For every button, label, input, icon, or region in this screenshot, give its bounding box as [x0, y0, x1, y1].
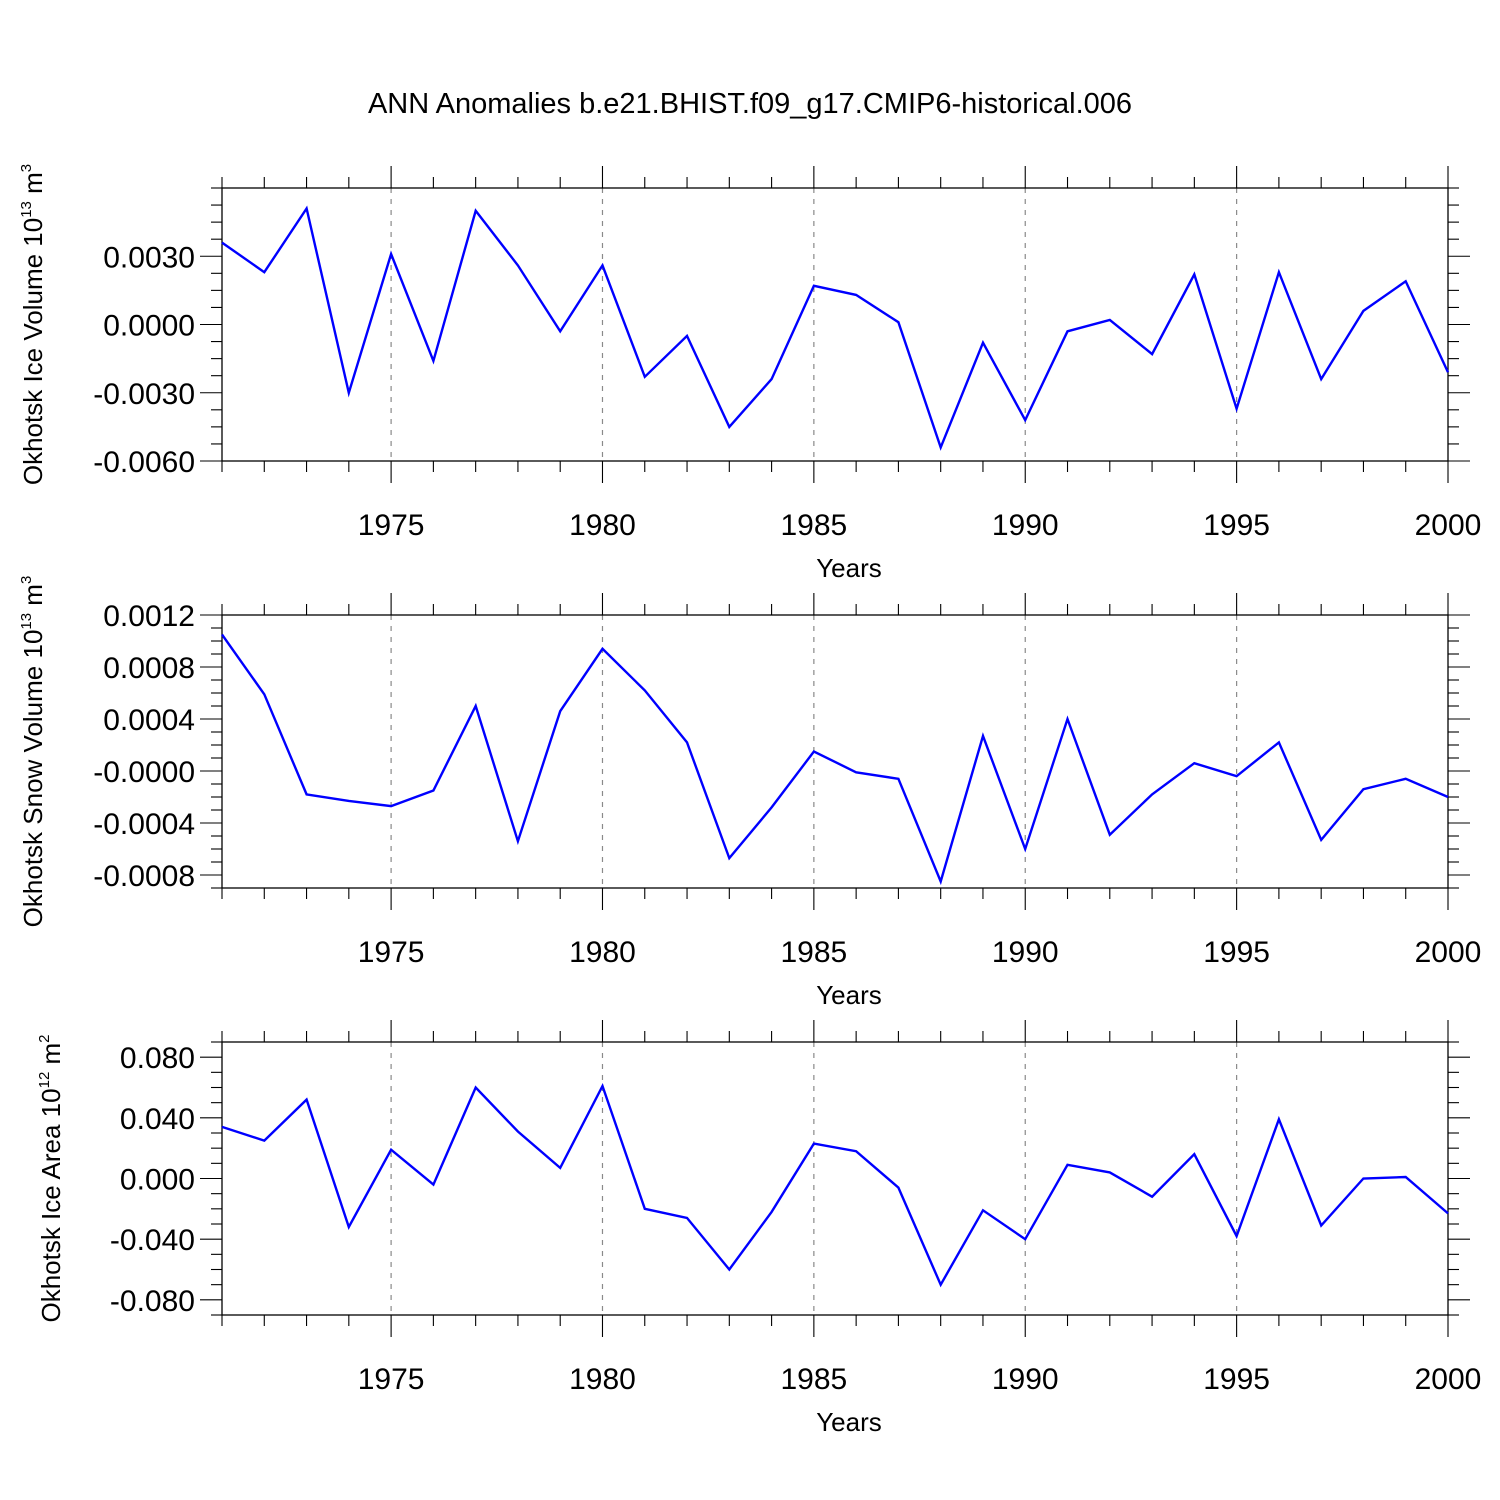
- plot-frame: [221, 187, 1449, 462]
- y-axis-label-unit-exponent: 3: [18, 164, 35, 172]
- y-tick-label: -0.0060: [93, 446, 195, 479]
- y-tick-label: -0.0030: [93, 378, 195, 411]
- y-axis-label-unit-exponent: 2: [36, 1034, 53, 1042]
- plot-frame: [221, 1041, 1449, 1316]
- y-tick-label: -0.080: [110, 1285, 195, 1318]
- x-tick-label: 1975: [358, 509, 425, 542]
- series-line: [221, 1082, 1449, 1288]
- y-tick-label: 0.0012: [103, 600, 195, 633]
- y-tick-label: -0.0000: [93, 756, 195, 789]
- y-axis-label: Okhotsk Ice Area 1012 m2: [36, 1034, 66, 1322]
- series-line: [221, 205, 1450, 451]
- x-tick-label: 1980: [569, 1363, 636, 1396]
- y-axis-label-unit: m: [18, 584, 48, 613]
- y-tick-label: 0.080: [120, 1042, 195, 1075]
- y-axis-label-exponent: 12: [36, 1072, 53, 1089]
- x-tick-label: 1975: [358, 936, 425, 969]
- panels-group: 1975 1980 1985 1990 1995 2000 Years -0.0060 -0.0…: [18, 164, 1481, 1437]
- y-tick-label: 0.0004: [103, 704, 195, 737]
- x-tick-label: 2000: [1415, 936, 1482, 969]
- y-tick-label: -0.0008: [93, 860, 195, 893]
- y-tick-label: 0.0030: [103, 241, 195, 274]
- y-axis-label-unit: m: [36, 1043, 66, 1072]
- x-tick-label: 1980: [569, 936, 636, 969]
- panel-3: 1975 1980 1985 1990 1995 2000 Years -0.080 -0.04…: [36, 1020, 1481, 1437]
- y-tick-label: 0.040: [120, 1103, 195, 1136]
- x-tick-label: 1995: [1203, 936, 1270, 969]
- plot-frame: [221, 614, 1449, 889]
- y-tick-label: 0.0000: [103, 310, 195, 343]
- y-axis-label-text: Okhotsk Snow Volume 10: [18, 630, 48, 928]
- x-tick-label: 1990: [992, 509, 1059, 542]
- panel-1: 1975 1980 1985 1990 1995 2000 Years -0.0060 -0.0…: [18, 164, 1481, 583]
- y-axis-label-exponent: 13: [18, 201, 35, 218]
- x-tick-label: 1985: [780, 1363, 847, 1396]
- y-tick-label: 0.000: [120, 1164, 195, 1197]
- x-tick-label: 1990: [992, 1363, 1059, 1396]
- x-tick-label: 1985: [780, 509, 847, 542]
- figure-title: ANN Anomalies b.e21.BHIST.f09_g17.CMIP6-…: [368, 88, 1132, 120]
- x-tick-label: 1995: [1203, 509, 1270, 542]
- x-tick-label: 1975: [358, 1363, 425, 1396]
- x-axis-label: Years: [816, 980, 882, 1010]
- panel-2: 1975 1980 1985 1990 1995 2000 Years -0.0008 -0.0…: [18, 576, 1481, 1010]
- y-tick-label: 0.0008: [103, 652, 195, 685]
- x-tick-label: 2000: [1415, 1363, 1482, 1396]
- x-tick-label: 1980: [569, 509, 636, 542]
- x-axis-label: Years: [816, 1407, 882, 1437]
- y-axis-label-exponent: 13: [18, 613, 35, 630]
- x-tick-label: 1995: [1203, 1363, 1270, 1396]
- y-axis-label-text: Okhotsk Ice Area 10: [36, 1088, 66, 1322]
- x-tick-label: 2000: [1415, 509, 1482, 542]
- x-tick-label: 1990: [992, 936, 1059, 969]
- x-axis-label: Years: [816, 553, 882, 583]
- series-line: [221, 633, 1449, 886]
- y-axis-label: Okhotsk Snow Volume 1013 m3: [18, 576, 48, 928]
- y-tick-label: -0.040: [110, 1224, 195, 1257]
- y-axis-label: Okhotsk Ice Volume 1013 m3: [18, 164, 48, 485]
- x-tick-label: 1985: [780, 936, 847, 969]
- y-axis-label-unit-exponent: 3: [18, 576, 35, 584]
- y-axis-label-unit: m: [18, 172, 48, 201]
- y-tick-label: -0.0004: [93, 808, 195, 841]
- y-axis-label-text: Okhotsk Ice Volume 10: [18, 218, 48, 485]
